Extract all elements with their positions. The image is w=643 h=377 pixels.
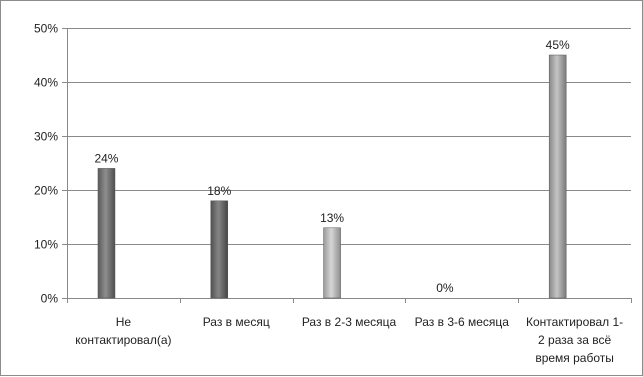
y-tick-label: 40% [34,76,58,90]
bar [548,54,567,299]
bar [210,200,229,299]
category-label: Контактировал 1- 2 раза за всё время работ… [526,315,623,365]
category-label: Не контактировал(а) [75,315,171,347]
bar [97,168,116,299]
y-tick-label: 0% [41,292,59,306]
bars [97,54,567,299]
category-label-line: Контактировал 1- [526,315,623,329]
category-label-line: Не [116,315,132,329]
category-label: Раз в 3-6 месяца [415,315,510,329]
category-label-line: Раз в 3-6 месяца [415,315,510,329]
category-label: Раз в 2-3 месяца [302,315,397,329]
y-tick-label: 50% [34,22,58,36]
category-label-line: 2 раза за всё [538,333,611,347]
axes [62,28,632,303]
data-label: 24% [94,151,118,165]
bar [323,227,341,299]
category-label-line: Раз в 2-3 месяца [302,315,397,329]
category-label-line: контактировал(а) [75,333,171,347]
data-label: 0% [436,281,454,295]
labels: 0% 10% 20% 30% 40% 50% 24% Не контактировал(а) 18… [34,22,623,366]
data-label: 13% [320,211,344,225]
category-label-line: Раз в месяц [203,315,270,329]
category-label: Раз в месяц [203,315,270,329]
y-tick-label: 10% [34,238,58,252]
y-tick-label: 30% [34,130,58,144]
category-label-line: время работы [535,351,614,365]
y-tick-label: 20% [34,184,58,198]
gridlines [67,28,631,245]
data-label: 18% [207,184,231,198]
data-label: 45% [546,38,570,52]
